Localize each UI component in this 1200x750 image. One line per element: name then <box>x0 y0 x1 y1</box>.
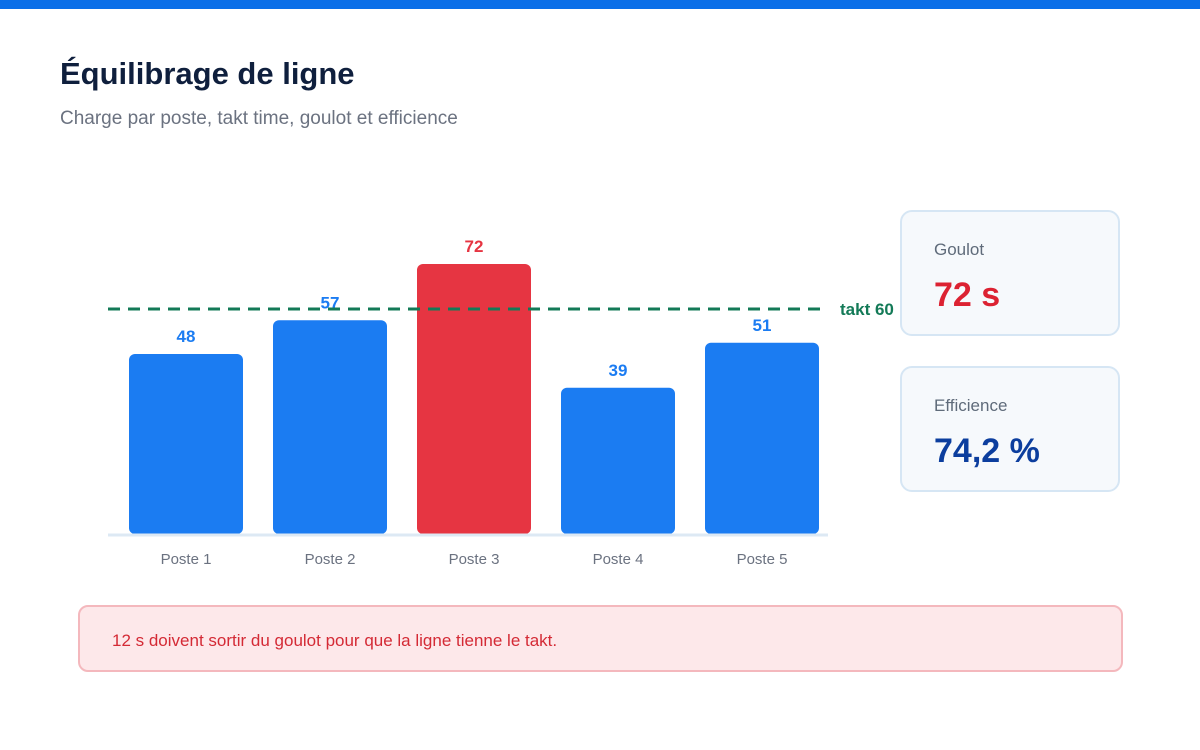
x-tick-label-1: Poste 1 <box>161 551 212 568</box>
x-tick-label-3: Poste 3 <box>449 551 500 568</box>
efficiency-value: 74,2 % <box>934 432 1040 470</box>
x-tick-label-5: Poste 5 <box>737 551 788 568</box>
page-subtitle: Charge par poste, takt time, goulot et e… <box>60 108 458 129</box>
bottleneck-alert: 12 s doivent sortir du goulot pour que l… <box>78 605 1123 672</box>
bottleneck-value: 72 s <box>934 276 1001 314</box>
x-tick-label-4: Poste 4 <box>593 551 644 568</box>
bar-value-label-1: 48 <box>177 327 196 346</box>
bar-value-label-3: 72 <box>465 237 484 256</box>
efficiency-label: Efficience <box>934 396 1008 415</box>
top-accent-bar <box>0 0 1200 9</box>
x-tick-label-2: Poste 2 <box>305 551 356 568</box>
page-title: Équilibrage de ligne <box>60 56 355 91</box>
bottleneck-label: Goulot <box>934 240 985 259</box>
bar-3 <box>417 264 531 534</box>
alert-message: 12 s doivent sortir du goulot pour que l… <box>112 631 558 650</box>
bar-2 <box>273 320 387 534</box>
takt-label: takt 60 <box>840 300 894 319</box>
bar-value-label-4: 39 <box>609 361 628 380</box>
bar-5 <box>705 342 819 534</box>
efficiency-card: Efficience 74,2 % <box>900 366 1120 492</box>
bar-1 <box>129 354 243 534</box>
bar-4 <box>561 387 675 534</box>
bar-value-label-5: 51 <box>753 316 772 335</box>
bottleneck-card: Goulot 72 s <box>900 210 1120 336</box>
